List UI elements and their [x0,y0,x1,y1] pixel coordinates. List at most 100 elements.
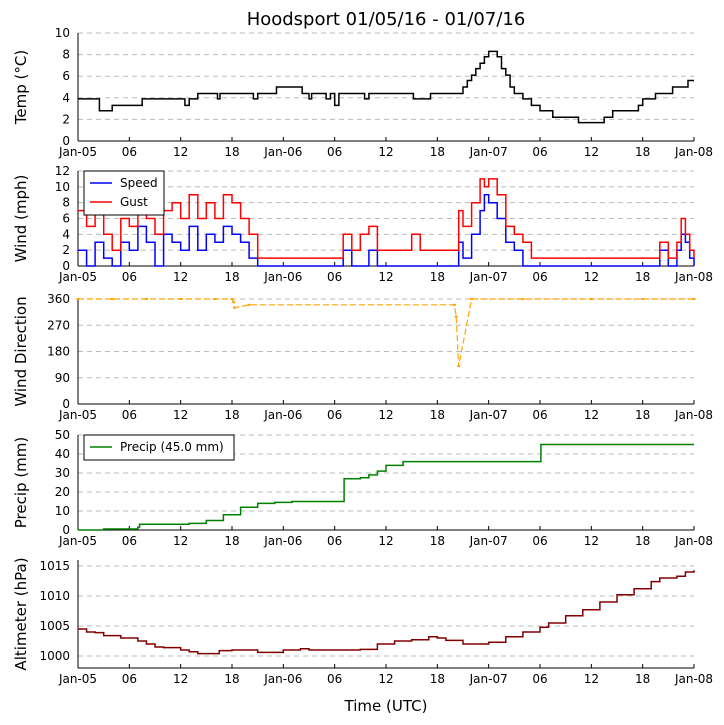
direction-x-tick-label: 18 [224,408,239,422]
altimeter-x-tick-label: Jan-08 [674,672,713,686]
wind-y-tick-label: 12 [55,164,70,178]
precip-y-tick-label: 30 [55,466,70,480]
altimeter-x-tick-label: 12 [584,672,599,686]
wind-x-tick-label: 06 [122,270,137,284]
precip-y-tick-label: 40 [55,447,70,461]
wind-legend-label: Speed [120,176,158,190]
wind-y-tick-label: 6 [62,212,70,226]
temp-x-tick-label: 12 [173,145,188,159]
wind-x-tick-label: 12 [378,270,393,284]
temp-x-tick-label: Jan-06 [263,145,302,159]
wind-series-gust [78,178,695,259]
direction-point [454,315,458,318]
wind-y-tick-label: 0 [62,259,70,273]
precip-x-tick-label: 18 [430,534,445,548]
wind-x-tick-label: Jan-07 [469,270,508,284]
temp-x-tick-label: 18 [224,145,239,159]
direction-x-tick-label: 12 [173,408,188,422]
altimeter-x-tick-label: Jan-06 [263,672,302,686]
altimeter-series-altimeter [78,570,695,655]
direction-y-tick-label: 180 [47,345,70,359]
precip-x-tick-label: 06 [122,534,137,548]
direction-point [110,298,114,300]
direction-x-tick-label: 18 [635,408,650,422]
altimeter-x-tick-label: 12 [378,672,393,686]
wind-legend-box [83,170,165,216]
temp-x-tick-label: Jan-07 [469,145,508,159]
wind-x-tick-label: 06 [327,270,342,284]
direction-y-axis-title: Wind Direction [12,296,30,406]
temp-series-temp [78,50,694,124]
precip-x-tick-label: Jan-08 [674,534,713,548]
wind-y-axis-title: Wind (mph) [12,175,30,263]
wind-y-tick-label: 10 [55,180,70,194]
direction-x-tick-label: Jan-08 [674,408,713,422]
temp-x-tick-label: Jan-05 [58,145,97,159]
precip-x-tick-label: 12 [378,534,393,548]
wind-x-tick-label: Jan-08 [674,270,713,284]
temp-y-tick-label: 2 [62,112,70,126]
direction-y-tick-label: 0 [62,397,70,411]
wind-x-tick-label: Jan-05 [58,270,97,284]
precip-x-tick-label: Jan-06 [263,534,302,548]
direction-series-line [78,298,694,367]
temp-y-tick-label: 8 [62,48,70,62]
precip-y-axis-title: Precip (mm) [12,437,30,528]
temp-y-axis-title: Temp (°C) [12,50,30,125]
precip-x-tick-label: 12 [173,534,188,548]
wind-y-tick-label: 8 [62,196,70,210]
precip-x-tick-label: Jan-05 [58,534,97,548]
altimeter-x-tick-label: 06 [532,672,547,686]
temp-y-tick-label: 4 [62,91,70,105]
altimeter-y-tick-label: 1015 [39,559,70,573]
wind-series-speed [78,194,695,267]
wind-x-tick-label: 12 [584,270,599,284]
direction-point [247,303,251,306]
temp-x-tick-label: 06 [532,145,547,159]
altimeter-y-axis-title: Altimeter (hPa) [12,557,30,670]
direction-x-tick-label: Jan-05 [58,408,97,422]
wind-y-tick-label: 4 [62,227,70,241]
altimeter-x-tick-label: 18 [635,672,650,686]
temp-y-tick-label: 10 [55,26,70,40]
direction-point [521,298,525,300]
precip-x-tick-label: Jan-07 [469,534,508,548]
precip-y-tick-label: 50 [55,428,70,442]
altimeter-y-tick-label: 1000 [39,649,70,663]
wind-x-tick-label: 18 [224,270,239,284]
temp-x-tick-label: 18 [430,145,445,159]
altimeter-x-tick-label: Jan-05 [58,672,97,686]
wind-x-tick-label: 06 [532,270,547,284]
temp-x-tick-label: 18 [635,145,650,159]
altimeter-x-tick-label: 12 [173,672,188,686]
temp-x-tick-label: 06 [122,145,137,159]
precip-y-tick-label: 10 [55,504,70,518]
altimeter-x-tick-label: Jan-07 [469,672,508,686]
direction-y-tick-label: 90 [55,371,70,385]
altimeter-x-tick-label: 06 [327,672,342,686]
direction-x-tick-label: 12 [378,408,393,422]
wind-x-tick-label: Jan-06 [263,270,302,284]
precip-x-tick-label: 06 [532,534,547,548]
direction-point [692,298,696,300]
altimeter-x-tick-label: 06 [122,672,137,686]
chart-title: Hoodsport 01/05/16 - 01/07/16 [247,9,526,30]
precip-legend-label: Precip (45.0 mm) [120,440,224,454]
temp-x-tick-label: 12 [584,145,599,159]
precip-x-tick-label: 12 [584,534,599,548]
precip-x-tick-label: 06 [327,534,342,548]
altimeter-y-tick-label: 1005 [39,619,70,633]
temp-x-tick-label: 12 [378,145,393,159]
direction-x-tick-label: 06 [327,408,342,422]
wind-y-tick-label: 2 [62,243,70,257]
x-axis-title: Time (UTC) [344,697,428,715]
wind-x-tick-label: 12 [173,270,188,284]
altimeter-x-tick-label: 18 [224,672,239,686]
wind-x-tick-label: 18 [430,270,445,284]
precip-x-tick-label: 18 [635,534,650,548]
direction-x-tick-label: Jan-06 [263,408,302,422]
precip-x-tick-label: 18 [224,534,239,548]
altimeter-x-tick-label: 18 [430,672,445,686]
wind-legend-label: Gust [120,195,148,209]
